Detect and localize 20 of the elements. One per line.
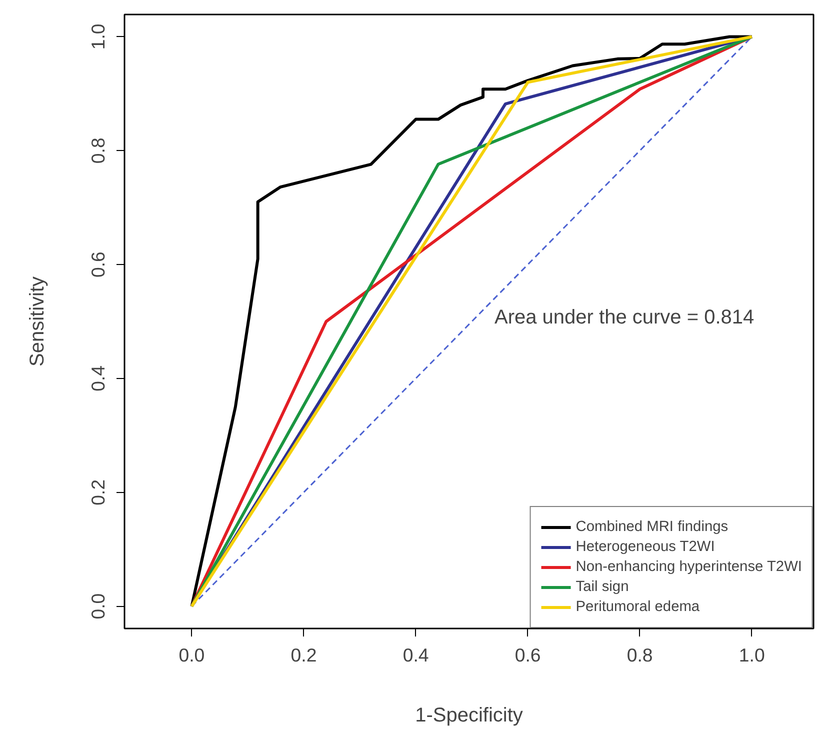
x-tick-label: 1.0 — [738, 644, 765, 666]
y-tick-label: 0.0 — [88, 593, 108, 620]
y-tick-label: 0.2 — [88, 479, 108, 506]
x-tick-label: 0.4 — [402, 644, 429, 666]
y-tick-label: 0.8 — [88, 138, 108, 164]
x-axis-title: 1-Specificity — [415, 704, 523, 726]
x-tick-label: 0.0 — [178, 644, 205, 666]
legend-label: Peritumoral edema — [576, 599, 700, 615]
x-tick-label: 0.6 — [514, 644, 541, 666]
annotation: Area under the curve = 0.814 — [494, 306, 754, 328]
y-tick-label: 1.0 — [88, 24, 108, 50]
legend-label: Tail sign — [576, 579, 629, 595]
legend-label: Heterogeneous T2WI — [576, 539, 715, 555]
x-tick-label: 0.8 — [626, 644, 653, 666]
legend-label: Combined MRI findings — [576, 519, 728, 535]
y-axis-title: Sensitivity — [26, 276, 48, 367]
legend-label: Non-enhancing hyperintense T2WI — [576, 559, 802, 575]
x-tick-label: 0.2 — [290, 644, 317, 666]
y-tick-label: 0.6 — [88, 252, 108, 278]
y-tick-label: 0.4 — [88, 365, 108, 392]
